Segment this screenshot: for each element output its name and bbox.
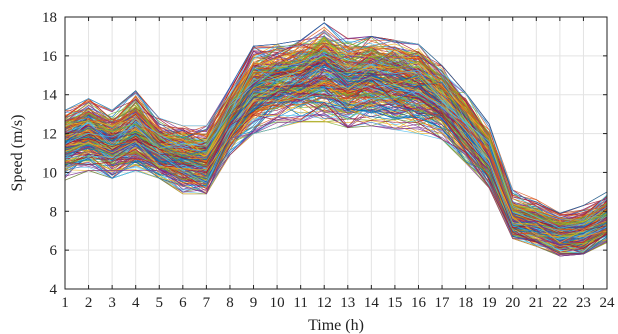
x-tick-label: 7	[203, 295, 211, 311]
x-tick-label: 19	[482, 295, 497, 311]
x-tick-label: 1	[61, 295, 69, 311]
x-tick-label: 10	[270, 295, 285, 311]
series-line	[64, 49, 608, 230]
series-group	[64, 22, 608, 257]
series-line	[64, 76, 608, 244]
series-line	[64, 109, 608, 257]
x-tick-label: 5	[156, 295, 164, 311]
y-axis-label: Speed (m/s)	[9, 115, 26, 192]
x-tick-label: 20	[505, 295, 520, 311]
x-tick-labels: 1 2 3 4 5 6 7 8 9 10 11 12 13 14 15 16 17 18 19 20 21 22 23 24	[61, 295, 615, 311]
series-line	[64, 102, 608, 255]
series-line	[64, 87, 608, 244]
y-tick-label: 4	[50, 282, 58, 298]
series-line	[64, 53, 608, 229]
y-tick-labels: 4 6 8 10 12 14 16 18	[42, 10, 58, 298]
x-tick-label: 18	[458, 295, 473, 311]
x-tick-label: 11	[293, 295, 307, 311]
plot-area-border	[64, 16, 608, 290]
x-tick-label: 9	[250, 295, 258, 311]
x-tick-label: 16	[411, 295, 427, 311]
series-line	[64, 60, 608, 236]
x-tick-label: 3	[108, 295, 116, 311]
series-line	[64, 101, 608, 255]
series-line	[64, 56, 608, 236]
series-line	[64, 66, 608, 233]
y-tick-label: 18	[42, 10, 57, 26]
x-tick-label: 15	[387, 295, 402, 311]
series-line	[64, 39, 608, 225]
series-line	[64, 68, 608, 242]
y-tick-label: 10	[42, 165, 57, 181]
y-tick-label: 14	[42, 88, 58, 104]
y-tick-label: 12	[42, 127, 57, 143]
x-tick-label: 2	[85, 295, 93, 311]
y-tick-label: 16	[42, 49, 58, 65]
series-line	[64, 22, 608, 214]
series-line	[64, 59, 608, 241]
x-axis-label: Time (h)	[308, 317, 364, 334]
x-tick-label: 13	[340, 295, 355, 311]
x-tick-label: 21	[529, 295, 544, 311]
series-line	[64, 81, 608, 253]
x-tick-label: 22	[552, 295, 567, 311]
x-tick-label: 4	[132, 295, 140, 311]
tick-marks	[64, 16, 608, 290]
x-tick-label: 8	[226, 295, 234, 311]
x-tick-label: 12	[317, 295, 332, 311]
series-line	[64, 66, 608, 238]
series-line	[64, 36, 608, 224]
y-tick-label: 8	[50, 204, 58, 220]
x-tick-label: 17	[435, 295, 451, 311]
x-tick-label: 24	[600, 295, 616, 311]
series-line	[64, 29, 608, 225]
y-tick-label: 6	[50, 243, 58, 259]
x-tick-label: 6	[179, 295, 187, 311]
series-line	[64, 120, 608, 255]
x-tick-label: 23	[576, 295, 591, 311]
series-line	[64, 44, 608, 216]
x-tick-label: 14	[364, 295, 380, 311]
series-line	[64, 26, 608, 219]
